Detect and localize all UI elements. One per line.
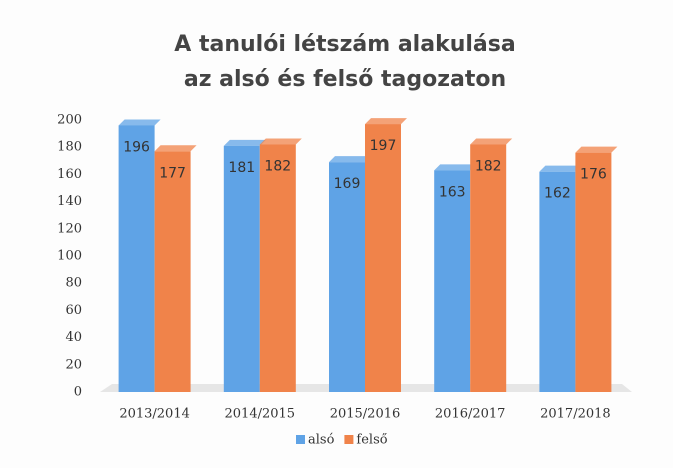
y-tick-label: 20 <box>65 357 82 372</box>
bar <box>154 151 191 392</box>
bar-top <box>329 156 371 163</box>
y-tick-label: 40 <box>65 330 82 345</box>
x-tick-label: 2017/2018 <box>540 407 611 422</box>
bar <box>470 144 507 392</box>
legend-swatch <box>296 435 305 444</box>
bar-top <box>154 145 197 152</box>
bar <box>118 125 155 392</box>
bar-top <box>470 138 513 145</box>
legend-label: alsó <box>308 433 335 448</box>
bar-top <box>118 119 161 126</box>
bar-top <box>434 164 477 171</box>
bar-top <box>365 118 407 125</box>
bar-top <box>575 146 618 153</box>
legend-label: felső <box>356 433 387 448</box>
data-label: 196 <box>123 139 150 155</box>
x-tick-label: 2015/2016 <box>330 407 401 422</box>
x-tick-label: 2014/2015 <box>225 407 296 422</box>
bar <box>259 144 296 392</box>
y-tick-label: 160 <box>57 167 82 182</box>
data-label: 162 <box>544 186 571 202</box>
bar <box>329 162 365 392</box>
y-tick-label: 200 <box>57 113 82 128</box>
chart-title: az alsó és felső tagozaton <box>184 67 506 92</box>
bar <box>434 170 471 392</box>
bar <box>365 124 401 392</box>
bar <box>223 145 260 392</box>
y-tick-label: 0 <box>74 385 82 400</box>
legend-swatch <box>344 435 354 444</box>
y-tick-label: 60 <box>65 303 82 318</box>
data-label: 182 <box>475 158 502 174</box>
y-tick-label: 120 <box>57 221 82 236</box>
bar-top <box>259 138 302 145</box>
data-label: 177 <box>159 165 186 181</box>
bar <box>575 152 612 392</box>
bar-top <box>223 139 266 146</box>
data-label: 181 <box>228 160 255 176</box>
data-label: 197 <box>370 138 397 154</box>
data-label: 176 <box>580 167 607 183</box>
data-label: 163 <box>439 184 466 200</box>
x-tick-label: 2013/2014 <box>119 407 190 422</box>
bar <box>539 171 576 392</box>
y-tick-label: 80 <box>65 276 82 291</box>
chart-title: A tanulói létszám alakulása <box>174 32 515 57</box>
data-label: 169 <box>334 176 361 192</box>
y-tick-label: 100 <box>57 249 82 264</box>
data-label: 182 <box>264 158 291 174</box>
x-tick-label: 2016/2017 <box>435 407 506 422</box>
y-tick-label: 140 <box>57 194 82 209</box>
bar-top <box>539 165 582 172</box>
y-tick-label: 180 <box>57 140 82 155</box>
